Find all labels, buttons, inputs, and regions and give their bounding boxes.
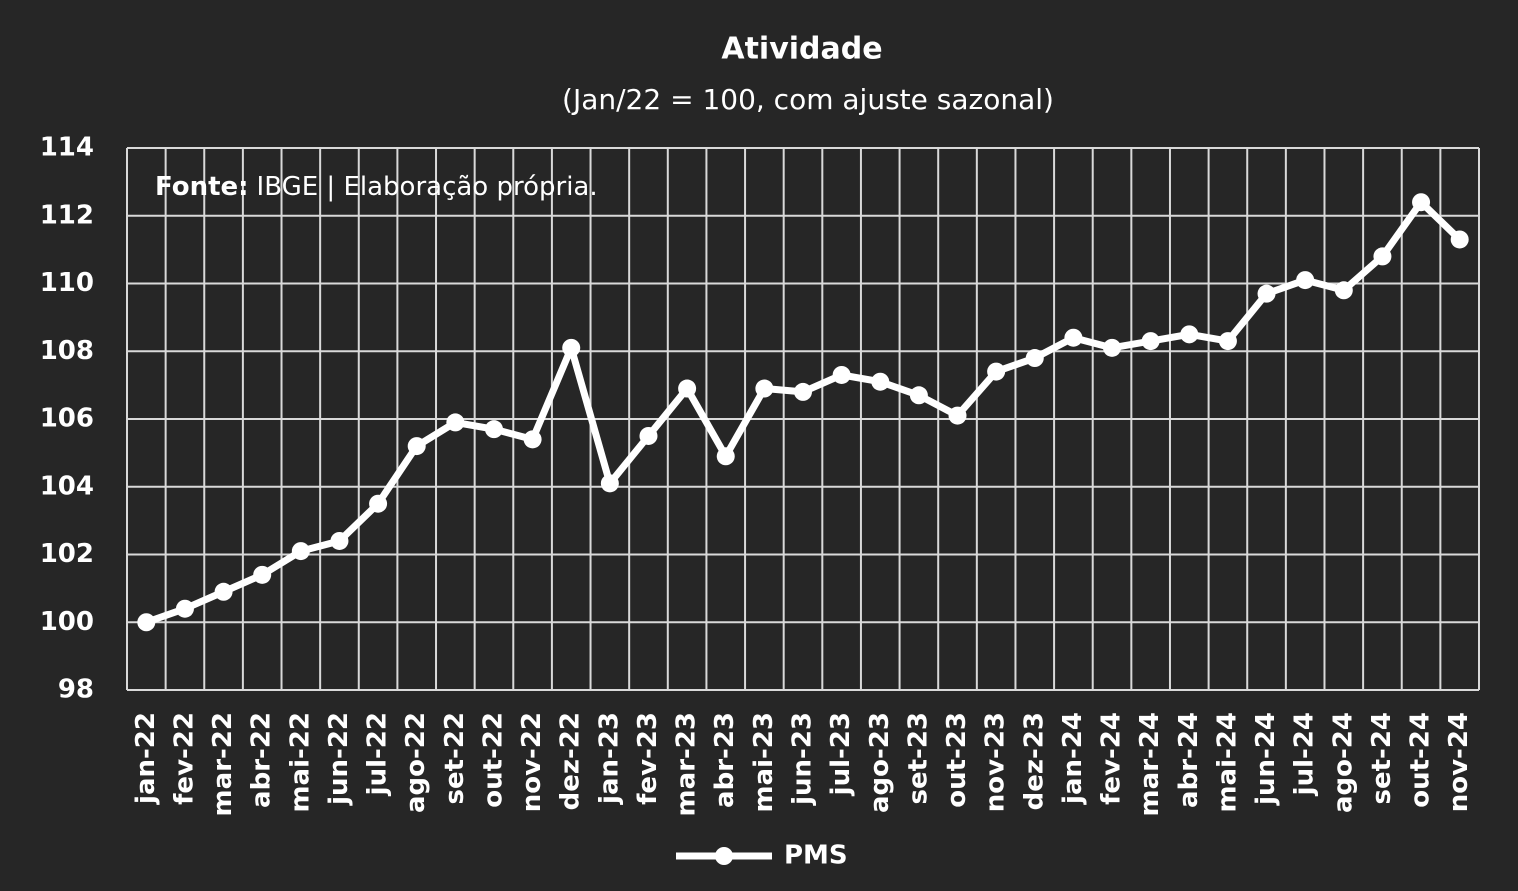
- x-tick-label: mar-24: [1135, 712, 1165, 816]
- x-tick-label: jul-23: [826, 712, 856, 796]
- x-tick-label: nov-22: [517, 712, 547, 812]
- legend-marker: [715, 847, 733, 865]
- x-tick-label: out-22: [478, 712, 508, 808]
- data-point: [175, 599, 194, 618]
- x-tick-label: abr-24: [1174, 712, 1204, 808]
- x-tick-label: abr-23: [710, 712, 740, 808]
- x-tick-label: jun-22: [324, 712, 354, 806]
- x-tick-label: jul-24: [1290, 712, 1320, 796]
- data-point: [600, 474, 619, 493]
- data-point: [1141, 332, 1160, 351]
- y-tick-label: 110: [40, 268, 94, 298]
- source-label: Fonte:: [155, 172, 249, 202]
- data-point: [446, 413, 465, 432]
- x-tick-label: jan-22: [131, 712, 161, 805]
- x-tick-label: set-22: [440, 712, 470, 805]
- y-tick-label: 114: [40, 133, 94, 163]
- data-point: [1025, 349, 1044, 368]
- data-point: [137, 613, 156, 632]
- x-tick-label: jan-24: [1058, 712, 1088, 805]
- data-point: [755, 379, 774, 398]
- data-point: [1450, 230, 1469, 249]
- data-point: [1334, 281, 1353, 300]
- data-point: [909, 386, 928, 405]
- y-tick-label: 108: [40, 336, 94, 366]
- x-tick-label: nov-24: [1444, 712, 1474, 812]
- source-text: IBGE | Elaboração própria.: [257, 172, 598, 202]
- x-tick-label: fev-22: [169, 712, 199, 805]
- x-tick-label: mar-22: [208, 712, 238, 816]
- x-tick-label: mai-24: [1212, 712, 1242, 813]
- data-point: [794, 382, 812, 401]
- data-point: [678, 379, 697, 398]
- data-point: [639, 426, 658, 445]
- x-tick-label: ago-22: [401, 712, 431, 813]
- data-point: [871, 372, 890, 391]
- data-point: [716, 447, 735, 466]
- x-tick-label: mar-23: [672, 712, 702, 816]
- data-point: [948, 406, 967, 425]
- data-point: [484, 420, 503, 439]
- data-point: [253, 565, 272, 584]
- x-tick-label: mai-23: [749, 712, 779, 813]
- x-tick-label: jan-23: [594, 712, 624, 805]
- x-tick-label: jul-22: [363, 712, 393, 796]
- data-point: [1373, 247, 1392, 266]
- x-tick-label: mai-22: [285, 712, 315, 813]
- data-point: [1064, 328, 1083, 347]
- x-tick-label: set-24: [1367, 712, 1397, 805]
- data-point: [987, 362, 1006, 381]
- x-tick-label: abr-22: [247, 712, 277, 808]
- legend-label: PMS: [784, 841, 848, 871]
- data-point: [214, 582, 233, 601]
- data-point: [1296, 271, 1315, 290]
- data-point: [1180, 325, 1199, 344]
- data-point: [407, 437, 426, 456]
- chart-subtitle: (Jan/22 = 100, com ajuste sazonal): [562, 83, 1054, 116]
- x-tick-label: set-23: [903, 712, 933, 805]
- data-point: [291, 542, 310, 561]
- x-tick-label: fev-24: [1097, 712, 1127, 805]
- x-tick-label: ago-24: [1328, 712, 1358, 813]
- chart-title: Atividade: [721, 32, 882, 67]
- y-tick-label: 106: [40, 404, 94, 434]
- data-point: [369, 494, 388, 513]
- y-tick-label: 112: [40, 200, 94, 230]
- y-tick-label: 100: [40, 607, 94, 637]
- x-tick-label: nov-23: [981, 712, 1011, 812]
- data-point: [1103, 338, 1122, 357]
- data-point: [562, 338, 581, 357]
- x-tick-label: jun-24: [1251, 712, 1281, 806]
- data-point: [1257, 284, 1276, 303]
- x-tick-label: out-24: [1406, 712, 1436, 808]
- data-point: [1412, 193, 1431, 212]
- data-point: [330, 531, 349, 550]
- y-tick-label: 98: [58, 675, 94, 705]
- x-tick-label: jun-23: [788, 712, 818, 806]
- x-tick-label: ago-23: [865, 712, 895, 813]
- data-point: [523, 430, 542, 449]
- x-tick-label: dez-22: [556, 712, 586, 810]
- data-point: [832, 365, 851, 384]
- x-tick-label: fev-23: [633, 712, 663, 805]
- data-point: [1218, 332, 1237, 351]
- x-tick-label: dez-23: [1019, 712, 1049, 810]
- y-tick-label: 102: [40, 539, 94, 569]
- x-tick-label: out-23: [942, 712, 972, 808]
- source-note: Fonte: IBGE | Elaboração própria.: [155, 172, 598, 202]
- y-tick-label: 104: [40, 471, 94, 501]
